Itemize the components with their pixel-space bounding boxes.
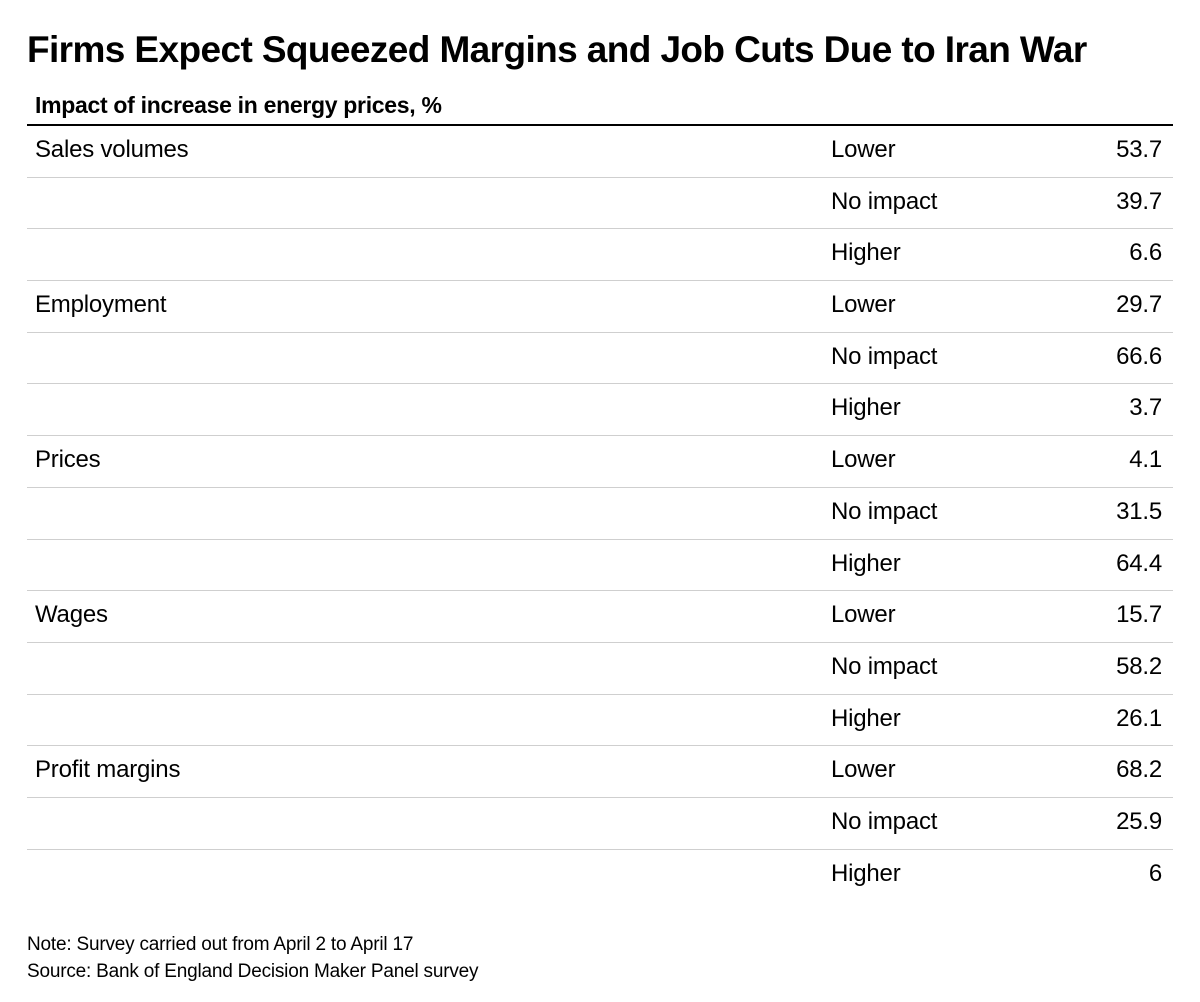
row-value: 31.5	[1116, 497, 1162, 525]
row-impact-level: Lower	[831, 291, 896, 319]
table-row: No impact 31.5	[27, 488, 1173, 540]
chart-title: Firms Expect Squeezed Margins and Job Cu…	[27, 29, 1087, 70]
table-row: Higher 64.4	[27, 540, 1173, 592]
row-impact-level: Higher	[831, 859, 901, 887]
row-category: Employment	[35, 291, 167, 319]
row-value: 58.2	[1116, 652, 1162, 680]
table-row: No impact 66.6	[27, 333, 1173, 385]
table-row: Profit margins Lower 68.2	[27, 746, 1173, 798]
row-value: 15.7	[1116, 601, 1162, 629]
source-text: Source: Bank of England Decision Maker P…	[27, 961, 479, 982]
row-value: 6.6	[1129, 239, 1162, 267]
row-impact-level: Lower	[831, 756, 896, 784]
row-impact-level: No impact	[831, 652, 938, 680]
table-row: Wages Lower 15.7	[27, 591, 1173, 643]
table-body: Sales volumes Lower 53.7 No impact 39.7 Highe…	[27, 126, 1173, 901]
row-impact-level: Higher	[831, 549, 901, 577]
row-impact-level: No impact	[831, 807, 938, 835]
row-impact-level: Lower	[831, 446, 896, 474]
table-row: Sales volumes Lower 53.7	[27, 126, 1173, 178]
row-impact-level: Lower	[831, 601, 896, 629]
row-value: 64.4	[1116, 549, 1162, 577]
row-value: 25.9	[1116, 807, 1162, 835]
table-row: Prices Lower 4.1	[27, 436, 1173, 488]
row-value: 3.7	[1129, 394, 1162, 422]
table-header: Impact of increase in energy prices, %	[27, 88, 1173, 126]
table-row: Higher 6	[27, 850, 1173, 902]
row-value: 29.7	[1116, 291, 1162, 319]
row-value: 6	[1148, 859, 1162, 887]
row-impact-level: Higher	[831, 704, 901, 732]
table-subtitle: Impact of increase in energy prices, %	[35, 92, 442, 118]
table-row: Higher 6.6	[27, 229, 1173, 282]
row-value: 39.7	[1116, 187, 1162, 215]
row-value: 26.1	[1116, 704, 1162, 732]
row-category: Profit margins	[35, 756, 181, 784]
table-row: Higher 26.1	[27, 695, 1173, 747]
footnotes: Note: Survey carried out from April 2 to…	[27, 931, 479, 985]
table-row: Employment Lower 29.7	[27, 281, 1173, 333]
table-row: No impact 25.9	[27, 798, 1173, 850]
row-value: 4.1	[1129, 446, 1162, 474]
table-row: No impact 39.7	[27, 178, 1173, 230]
row-category: Prices	[35, 446, 101, 474]
data-table: Impact of increase in energy prices, % S…	[27, 88, 1173, 901]
row-impact-level: Higher	[831, 239, 901, 267]
row-value: 68.2	[1116, 756, 1162, 784]
table-row: Higher 3.7	[27, 384, 1173, 437]
row-impact-level: No impact	[831, 187, 938, 215]
note-text: Note: Survey carried out from April 2 to…	[27, 934, 414, 955]
row-value: 53.7	[1116, 136, 1162, 163]
row-impact-level: No impact	[831, 497, 938, 525]
row-impact-level: No impact	[831, 342, 938, 370]
row-impact-level: Lower	[831, 136, 896, 163]
row-category: Wages	[35, 601, 108, 629]
row-impact-level: Higher	[831, 394, 901, 422]
row-category: Sales volumes	[35, 136, 189, 163]
table-row: No impact 58.2	[27, 643, 1173, 695]
row-value: 66.6	[1116, 342, 1162, 370]
